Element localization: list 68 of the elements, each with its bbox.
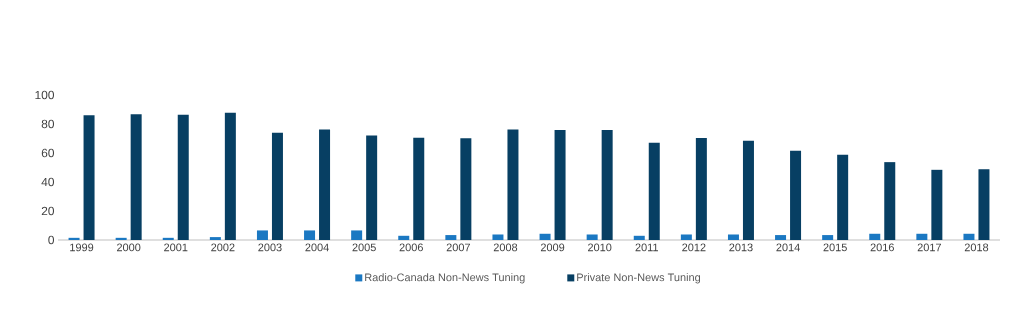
bar [68, 237, 80, 240]
x-tick-label: 2001 [164, 243, 188, 252]
x-tick-label: 2009 [540, 243, 565, 252]
x-tick-label: 2003 [258, 243, 282, 252]
bar [837, 154, 849, 240]
x-tick-label: 2005 [352, 243, 376, 252]
x-tick-label: 2013 [729, 243, 753, 252]
x-tick-label: 2006 [399, 243, 423, 252]
bar [351, 230, 363, 240]
bar [445, 235, 457, 240]
bar [319, 129, 331, 240]
x-tick-label: 1999 [70, 243, 94, 252]
bar [742, 140, 754, 240]
bar [601, 130, 613, 240]
bar [775, 235, 787, 240]
x-tick-label: 2017 [917, 243, 941, 252]
bar [931, 169, 943, 240]
legend-label: Private Non-News Tuning [577, 273, 701, 284]
bar [633, 235, 645, 240]
bar [398, 235, 410, 240]
bar [130, 114, 142, 240]
bar [366, 135, 378, 240]
bar [539, 233, 551, 240]
bar [695, 138, 707, 240]
y-tick-label: 0 [48, 235, 55, 245]
bar [869, 233, 881, 240]
bar [304, 230, 316, 240]
x-tick-label: 2012 [682, 243, 706, 252]
y-tick-label: 40 [41, 177, 55, 187]
bar [790, 150, 802, 240]
legend-label: Radio-Canada Non-News Tuning [365, 273, 525, 284]
x-tick-label: 2004 [305, 243, 329, 252]
y-tick-label: 20 [41, 206, 55, 216]
bar [115, 237, 127, 240]
x-tick-label: 2016 [870, 243, 894, 252]
bar [83, 115, 95, 240]
bar [884, 162, 896, 240]
bar [162, 237, 174, 240]
y-tick-label: 60 [41, 148, 55, 158]
bar [554, 130, 566, 240]
bar [648, 142, 660, 240]
bar [177, 114, 189, 240]
bar [680, 234, 692, 240]
bar [256, 230, 268, 240]
x-tick-label: 2002 [211, 243, 235, 252]
x-tick-label: 2008 [493, 243, 518, 252]
bar [271, 132, 283, 240]
bar [413, 137, 425, 240]
x-tick-label: 2007 [446, 243, 470, 252]
bar [507, 129, 519, 240]
x-tick-label: 2000 [117, 243, 141, 252]
bar [916, 233, 928, 240]
x-tick-label: 2018 [964, 243, 989, 252]
bar [224, 112, 236, 240]
bar [492, 234, 504, 240]
bar [822, 235, 834, 240]
bar [460, 138, 472, 240]
bar [209, 237, 221, 240]
bar [586, 234, 598, 240]
bar [978, 169, 990, 240]
bar [727, 234, 739, 240]
x-tick-label: 2014 [776, 243, 800, 252]
x-tick-label: 2015 [823, 243, 847, 252]
x-tick-label: 2011 [635, 243, 659, 252]
y-tick-label: 80 [41, 119, 55, 129]
y-tick-label: 100 [35, 90, 55, 100]
bar [963, 233, 975, 240]
x-tick-label: 2010 [588, 243, 612, 252]
